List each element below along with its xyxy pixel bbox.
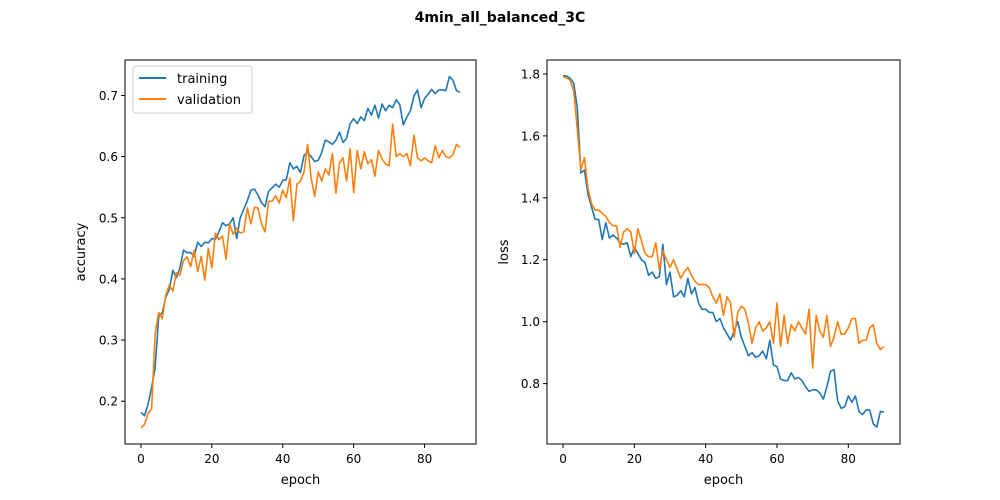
accuracy-x-tick-label: 60 [346, 452, 361, 466]
loss-plot-area [546, 59, 901, 445]
accuracy-x-axis-label: epoch [281, 473, 321, 488]
loss-y-tick-label: 1.6 [521, 129, 540, 143]
accuracy-x-tick-label: 0 [137, 452, 145, 466]
loss-series-validation-line [562, 76, 885, 369]
accuracy-series-training-line [140, 75, 461, 417]
accuracy-x-tick-label: 80 [417, 452, 432, 466]
accuracy-series-validation-line [140, 123, 461, 429]
loss-y-ticks: 0.8 1.0 1.2 1.4 1.6 1.8 [521, 67, 547, 391]
accuracy-y-tick-label: 0.5 [99, 211, 118, 225]
accuracy-plot-area [124, 59, 477, 445]
loss-y-tick-label: 0.8 [521, 377, 540, 391]
accuracy-y-axis-label: accuracy [74, 222, 89, 281]
accuracy-y-tick-label: 0.4 [99, 272, 118, 286]
accuracy-legend: training validation [132, 65, 253, 114]
loss-y-tick-label: 1.8 [521, 67, 540, 81]
loss-y-tick-label: 1.0 [521, 315, 540, 329]
figure-title: 4min_all_balanced_3C [415, 10, 586, 26]
accuracy-x-ticks: 0 20 40 60 80 [137, 444, 432, 466]
loss-x-tick-label: 0 [559, 452, 567, 466]
accuracy-y-tick-label: 0.3 [99, 334, 118, 348]
loss-x-axis-label: epoch [704, 473, 744, 488]
accuracy-y-tick-label: 0.6 [99, 150, 118, 164]
loss-y-tick-label: 1.4 [521, 191, 540, 205]
accuracy-x-tick-label: 40 [275, 452, 290, 466]
loss-chart: 0 20 40 60 80 0.8 1.0 1.2 1.4 1.6 1.8 epoch loss [497, 59, 901, 488]
accuracy-chart: 0 20 40 60 80 0.2 0.3 0.4 0.5 0.6 0.7 epoch accur… [74, 59, 477, 488]
loss-x-tick-label: 40 [698, 452, 713, 466]
accuracy-x-tick-label: 20 [204, 452, 219, 466]
accuracy-y-ticks: 0.2 0.3 0.4 0.5 0.6 0.7 [99, 89, 125, 409]
loss-x-tick-label: 60 [769, 452, 784, 466]
loss-series [562, 74, 885, 428]
accuracy-y-tick-label: 0.2 [99, 395, 118, 409]
accuracy-series [140, 75, 461, 429]
accuracy-y-tick-label: 0.7 [99, 89, 118, 103]
legend-label-training: training [177, 72, 227, 87]
legend-label-validation: validation [177, 93, 241, 108]
loss-x-tick-label: 80 [841, 452, 856, 466]
loss-series-training-line [562, 74, 885, 428]
loss-y-axis-label: loss [497, 239, 512, 264]
loss-x-tick-label: 20 [627, 452, 642, 466]
loss-y-tick-label: 1.2 [521, 253, 540, 267]
loss-x-ticks: 0 20 40 60 80 [559, 444, 856, 466]
